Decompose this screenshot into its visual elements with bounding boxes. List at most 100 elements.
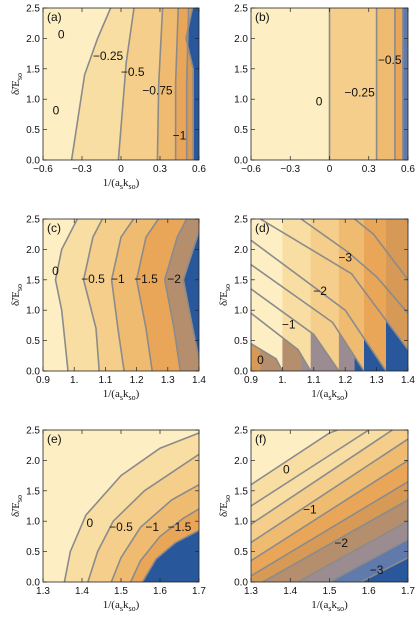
y-tick-label: 2.5 <box>26 426 40 437</box>
x-tick-label: 0.3 <box>153 164 167 175</box>
contour-line <box>251 288 340 371</box>
y-tick-label: 1.0 <box>26 95 40 106</box>
contour-line <box>163 219 188 371</box>
y-tick-label: 0.5 <box>234 336 248 347</box>
contour-label: −1.5 <box>134 272 158 286</box>
plot-area: 0 −0.5 −1 −1.5 −2 <box>43 219 199 371</box>
y-tick-label: 0.0 <box>26 578 40 589</box>
panel-label: (b) <box>255 10 270 24</box>
x-tick-label: 1.3 <box>244 586 258 597</box>
plot-area: 0 −1 −2 −3 <box>251 430 408 582</box>
y-tick-label: 1.0 <box>26 306 40 317</box>
contour-label: 0 <box>283 462 290 476</box>
x-tick-label: 1.4 <box>192 375 206 386</box>
plot-frame <box>250 218 409 372</box>
contour-label: −1 <box>173 128 187 142</box>
x-tick-label: 1. <box>278 375 286 386</box>
contour-line <box>259 219 408 351</box>
contour-line <box>110 219 135 371</box>
x-tick-label: 0.9 <box>244 375 258 386</box>
contour-line <box>110 484 199 582</box>
contour-label: −0.5 <box>81 272 105 286</box>
contour-line <box>63 432 199 582</box>
y-tick-label: 0.0 <box>234 156 248 167</box>
x-tick-label: 1.5 <box>323 586 337 597</box>
y-tick-label: 2.0 <box>234 34 248 45</box>
y-axis-label: δ̃/Eso <box>10 73 24 95</box>
y-tick-label: 0.5 <box>234 125 248 136</box>
y-tick-label: 2.0 <box>234 456 248 467</box>
plot-frame <box>42 218 200 372</box>
contour-line <box>182 230 199 359</box>
contour-label: −2 <box>334 536 348 550</box>
contour-line <box>70 8 112 160</box>
x-tick-label: −0.3 <box>72 164 92 175</box>
contour-label: −1.5 <box>168 520 192 534</box>
contour-line <box>135 219 160 371</box>
contour-region <box>251 8 330 160</box>
y-tick-label: 0.5 <box>26 547 40 558</box>
panel-label: (f) <box>255 432 266 446</box>
contour-label: −1 <box>111 272 125 286</box>
contour-label: −2 <box>313 284 327 298</box>
y-axis-label: δ̃/Eso <box>218 495 232 517</box>
y-tick-label: 0.0 <box>234 578 248 589</box>
x-tick-label: 1.4 <box>283 586 297 597</box>
y-tick-label: 1.5 <box>234 486 248 497</box>
x-tick-label: 1.4 <box>401 375 415 386</box>
x-tick-label: −0.6 <box>241 164 261 175</box>
x-tick-label: 1.3 <box>36 586 50 597</box>
contour-line <box>185 8 190 160</box>
contour-line <box>54 219 79 371</box>
contour-line <box>251 430 393 525</box>
contour-line <box>251 312 312 371</box>
x-tick-label: −0.3 <box>280 164 300 175</box>
y-tick-label: 1.0 <box>26 517 40 528</box>
y-tick-label: 1.5 <box>234 275 248 286</box>
x-axis-label: 1/(askso) <box>103 599 140 613</box>
x-axis-label: 1/(askso) <box>311 388 348 402</box>
x-tick-label: 1.6 <box>362 586 376 597</box>
panel-f: 0 −1 −2 −3 (f) 1.3 1.4 1.5 1.6 1.7 0.0 0.5 1.0 1.5 2.0… <box>218 426 415 614</box>
contour-label: −1 <box>145 520 159 534</box>
panel-a: 00−0.25−0.5−0.75−1(a)−0.6 −0.3 0 0.3 0.60.00… <box>10 4 206 192</box>
plot-area: 0 0 −0.25 −0.5 −0.75 −1 <box>43 8 199 160</box>
y-tick-label: 0.5 <box>26 336 40 347</box>
y-tick-label: 2.5 <box>234 215 248 226</box>
y-tick-label: 0.5 <box>234 547 248 558</box>
x-tick-label: 1.7 <box>401 586 415 597</box>
contour-label: −0.5 <box>121 65 145 79</box>
contour-line <box>251 263 365 371</box>
x-tick-label: 1.3 <box>370 375 384 386</box>
x-tick-label: 1.1 <box>307 375 321 386</box>
contour-line <box>251 438 408 544</box>
contour-line <box>251 481 408 577</box>
x-tick-label: 1.2 <box>338 375 352 386</box>
contour-region <box>251 430 338 485</box>
panel-label: (d) <box>255 221 270 235</box>
contour-line <box>87 453 199 582</box>
contour-label: −0.25 <box>93 49 124 63</box>
panel-label: (e) <box>47 432 62 446</box>
y-tick-label: 2.0 <box>26 456 40 467</box>
x-tick-label: 1.7 <box>192 586 206 597</box>
contour-line <box>251 430 370 507</box>
x-tick-label: 1.1 <box>98 375 112 386</box>
y-tick-label: 0.5 <box>26 125 40 136</box>
y-tick-label: 1.5 <box>26 64 40 75</box>
y-tick-label: 1.5 <box>26 275 40 286</box>
plot-area: 0 −0.5 −1 −1.5 <box>43 430 199 582</box>
contour-label: −1 <box>303 502 317 516</box>
x-tick-label: 0.6 <box>192 164 206 175</box>
contour-line <box>129 508 199 582</box>
y-tick-label: 2.0 <box>26 34 40 45</box>
contour-label: −0.5 <box>109 520 133 534</box>
x-tick-label: 0 <box>118 164 124 175</box>
x-tick-label: 1.4 <box>75 586 89 597</box>
plot-area: 0 −1 −2 −3 <box>251 219 408 371</box>
y-tick-label: 0.0 <box>234 367 248 378</box>
contour-label: −2 <box>167 272 181 286</box>
contour-label: 0 <box>257 353 264 367</box>
contour-line <box>185 8 194 160</box>
